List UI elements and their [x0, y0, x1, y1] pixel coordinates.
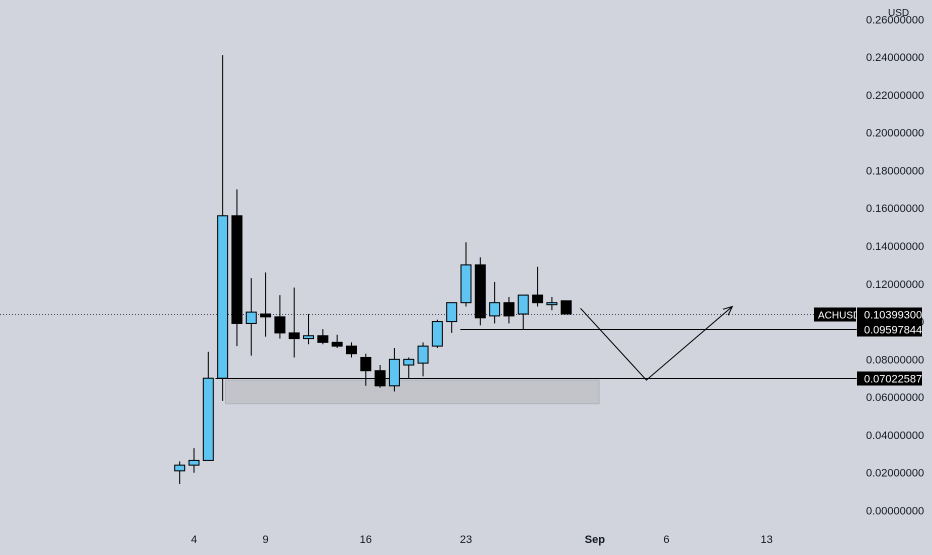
- candle[interactable]: [503, 297, 515, 324]
- candle[interactable]: [417, 342, 429, 377]
- candle-body-up: [188, 459, 200, 466]
- candle-body-up: [217, 215, 229, 379]
- candle[interactable]: [245, 278, 257, 356]
- candle-body-up: [460, 264, 472, 304]
- symbol-tag-label: ACHUSD: [818, 311, 860, 322]
- support-price-tag: 0.09597844: [864, 325, 922, 337]
- candle-body-up: [303, 335, 315, 340]
- candle-body-down: [231, 215, 243, 324]
- y-tick-label: 0.20000000: [866, 128, 924, 140]
- candle[interactable]: [474, 257, 486, 326]
- candle[interactable]: [360, 353, 372, 386]
- candle[interactable]: [202, 351, 214, 461]
- candle-body-down: [532, 294, 544, 304]
- candle-body-down: [317, 335, 329, 343]
- x-tick-label: 4: [191, 534, 197, 546]
- candle[interactable]: [317, 329, 329, 345]
- support-price-tag: 0.07022587: [864, 374, 922, 386]
- y-tick-label: 0.14000000: [866, 241, 924, 253]
- candle-body-down: [503, 302, 515, 317]
- candle-body-up: [174, 464, 186, 472]
- candle[interactable]: [374, 365, 386, 388]
- candle-body-down: [274, 316, 286, 334]
- y-tick-label: 0.00000000: [866, 506, 924, 518]
- x-tick-label: 16: [360, 534, 372, 546]
- candle-body-up: [202, 377, 214, 461]
- candle-body-down: [560, 300, 572, 315]
- y-tick-label: 0.24000000: [866, 52, 924, 64]
- candle[interactable]: [546, 297, 558, 311]
- candle[interactable]: [446, 302, 458, 333]
- support-price-tag-bg: [857, 371, 922, 386]
- candle-body-up: [403, 358, 415, 366]
- candle-body-down: [474, 264, 486, 319]
- candle-body-up: [417, 345, 429, 364]
- candle-body-up: [388, 358, 400, 387]
- candle[interactable]: [288, 287, 300, 358]
- candle-body-up: [431, 321, 443, 347]
- y-tick-label: 0.26000000: [866, 14, 924, 26]
- candle[interactable]: [431, 319, 443, 349]
- candle-body-up: [546, 302, 558, 306]
- candle[interactable]: [231, 189, 243, 347]
- candle-body-up: [245, 311, 257, 324]
- candle[interactable]: [260, 272, 272, 337]
- candle-body-up: [517, 294, 529, 315]
- support-price-tag-pointer: [856, 326, 860, 333]
- y-tick-label: 0.08000000: [866, 354, 924, 366]
- symbol-tag-bg: [814, 307, 856, 322]
- candle[interactable]: [274, 295, 286, 339]
- candle-body-down: [260, 313, 272, 318]
- y-tick-label: 0.22000000: [866, 90, 924, 102]
- x-tick-label: Sep: [585, 534, 605, 546]
- candle[interactable]: [217, 55, 229, 401]
- support-price-tag-pointer: [856, 375, 860, 382]
- candle[interactable]: [174, 461, 186, 485]
- candle-body-down: [360, 356, 372, 372]
- y-tick-label: 0.06000000: [866, 392, 924, 404]
- x-tick-label: 23: [460, 534, 472, 546]
- candle[interactable]: [388, 348, 400, 392]
- candle[interactable]: [532, 266, 544, 307]
- candle-body-down: [288, 332, 300, 340]
- candle-body-down: [374, 370, 386, 387]
- demand-zone-rect[interactable]: [224, 379, 600, 405]
- x-tick-label: 6: [663, 534, 669, 546]
- currency-label: USD: [888, 8, 909, 19]
- x-tick-label: 9: [263, 534, 269, 546]
- candle[interactable]: [460, 242, 472, 307]
- candle[interactable]: [345, 342, 357, 358]
- candle[interactable]: [188, 448, 200, 473]
- y-tick-label: 0.16000000: [866, 203, 924, 215]
- x-tick-label: 13: [761, 534, 773, 546]
- candle[interactable]: [489, 281, 501, 324]
- projection-path-arrow[interactable]: [580, 307, 733, 381]
- candle[interactable]: [560, 300, 572, 315]
- candle[interactable]: [331, 334, 343, 349]
- y-tick-label: 0.04000000: [866, 430, 924, 442]
- candle-body-down: [345, 345, 357, 355]
- candle[interactable]: [517, 294, 529, 330]
- support-price-tag-bg: [857, 322, 922, 337]
- current-price-value: 0.10399300: [864, 310, 922, 322]
- candle-body-up: [489, 302, 501, 317]
- y-tick-label: 0.02000000: [866, 468, 924, 480]
- candle[interactable]: [303, 314, 315, 345]
- y-tick-label: 0.18000000: [866, 165, 924, 177]
- candle-body-up: [446, 302, 458, 323]
- candle-body-down: [331, 341, 343, 347]
- y-tick-label: 0.12000000: [866, 279, 924, 291]
- candle[interactable]: [403, 357, 415, 379]
